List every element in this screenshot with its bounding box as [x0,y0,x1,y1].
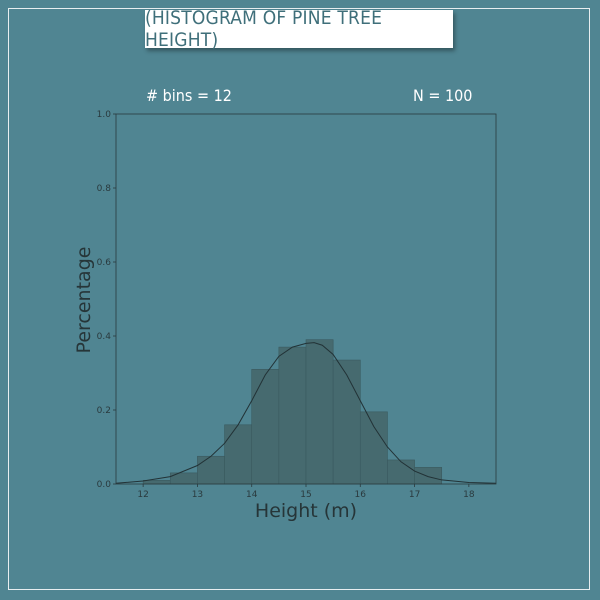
density-curve [115,342,497,484]
bins-annotation: # bins = 12 [146,86,232,105]
y-axis-ticks: 0.0 0.2 0.4 0.6 0.8 1.0 [97,110,116,490]
chart-title: (HISTOGRAM OF PINE TREE HEIGHT) [145,7,453,51]
histogram-bar [332,359,361,485]
x-tick-label: 16 [355,490,367,500]
y-axis-label: Percentage [73,247,95,354]
x-tick-label: 13 [192,490,203,500]
bars-layer [142,339,443,485]
y-tick-label: 0.4 [97,332,112,342]
x-tick-label: 18 [463,490,475,500]
histogram-bar [305,339,334,485]
histogram-bar [414,467,443,485]
histogram-bar [197,455,225,485]
x-axis-label: Height (m) [255,500,357,522]
histogram-bar [251,368,280,485]
y-tick-label: 0.0 [97,480,112,490]
y-tick-label: 0.6 [97,258,112,268]
x-tick-label: 14 [246,490,258,500]
y-tick-label: 1.0 [97,110,112,120]
y-tick-label: 0.8 [97,184,112,194]
x-tick-label: 17 [409,490,420,500]
histogram-bar [359,411,388,485]
y-tick-label: 0.2 [97,406,111,416]
x-axis-ticks: 12 13 14 15 16 17 18 [137,484,475,500]
x-tick-label: 12 [137,490,148,500]
histogram-bar [387,459,415,485]
histogram-bar [224,424,253,485]
histogram-bar [278,346,307,485]
sample-size-annotation: N = 100 [413,86,473,105]
x-tick-label: 15 [300,490,311,500]
page-frame [8,8,590,590]
